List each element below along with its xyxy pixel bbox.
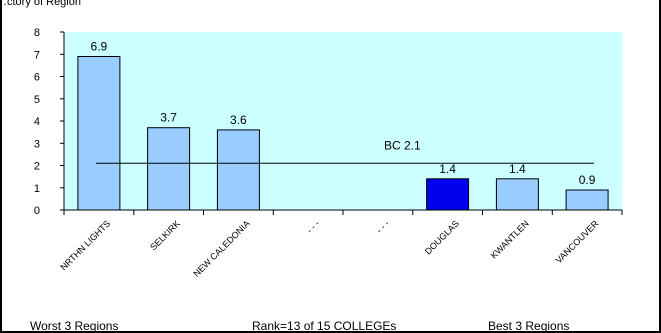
- y-tick-label: 6: [34, 72, 40, 84]
- category-label: SELKIRK: [148, 218, 182, 252]
- category-label: VANCOUVER: [554, 218, 601, 265]
- data-label: 1.4: [509, 162, 526, 176]
- bar: [565, 189, 609, 211]
- y-tick-label: 4: [34, 116, 40, 128]
- data-label: 3.6: [230, 113, 247, 127]
- category-label: - - -: [305, 218, 322, 235]
- bar: [426, 178, 470, 211]
- y-tick-label: 2: [34, 161, 40, 173]
- rank-label: Rank=13 of 15 COLLEGEs: [252, 319, 397, 333]
- data-label: 1.4: [439, 162, 456, 176]
- y-tick-label: 1: [34, 183, 40, 195]
- category-label: - - -: [374, 218, 391, 235]
- y-tick-label: 0: [34, 205, 40, 217]
- y-tick-label: 8: [34, 27, 40, 39]
- worst-regions-label: Worst 3 Regions: [30, 319, 119, 333]
- category-label: NRTHN LIGHTS: [58, 218, 112, 272]
- bar: [216, 129, 260, 211]
- bar: [495, 178, 539, 211]
- bc-average-label: BC 2.1: [384, 138, 421, 152]
- y-tick-label: 7: [34, 49, 40, 61]
- category-label: NEW CALEDONIA: [191, 218, 251, 278]
- data-label: 0.9: [579, 173, 596, 187]
- data-label: 3.7: [160, 111, 177, 125]
- chart-top-text: …ctory of Region: [0, 0, 81, 8]
- category-label: KWANTLEN: [489, 218, 531, 260]
- y-tick-label: 3: [34, 138, 40, 150]
- bar: [147, 127, 191, 211]
- best-regions-label: Best 3 Regions: [488, 319, 570, 333]
- data-label: 6.9: [91, 40, 108, 54]
- y-tick-label: 5: [34, 94, 40, 106]
- bar: [77, 56, 121, 211]
- category-label: DOUGLAS: [423, 218, 461, 256]
